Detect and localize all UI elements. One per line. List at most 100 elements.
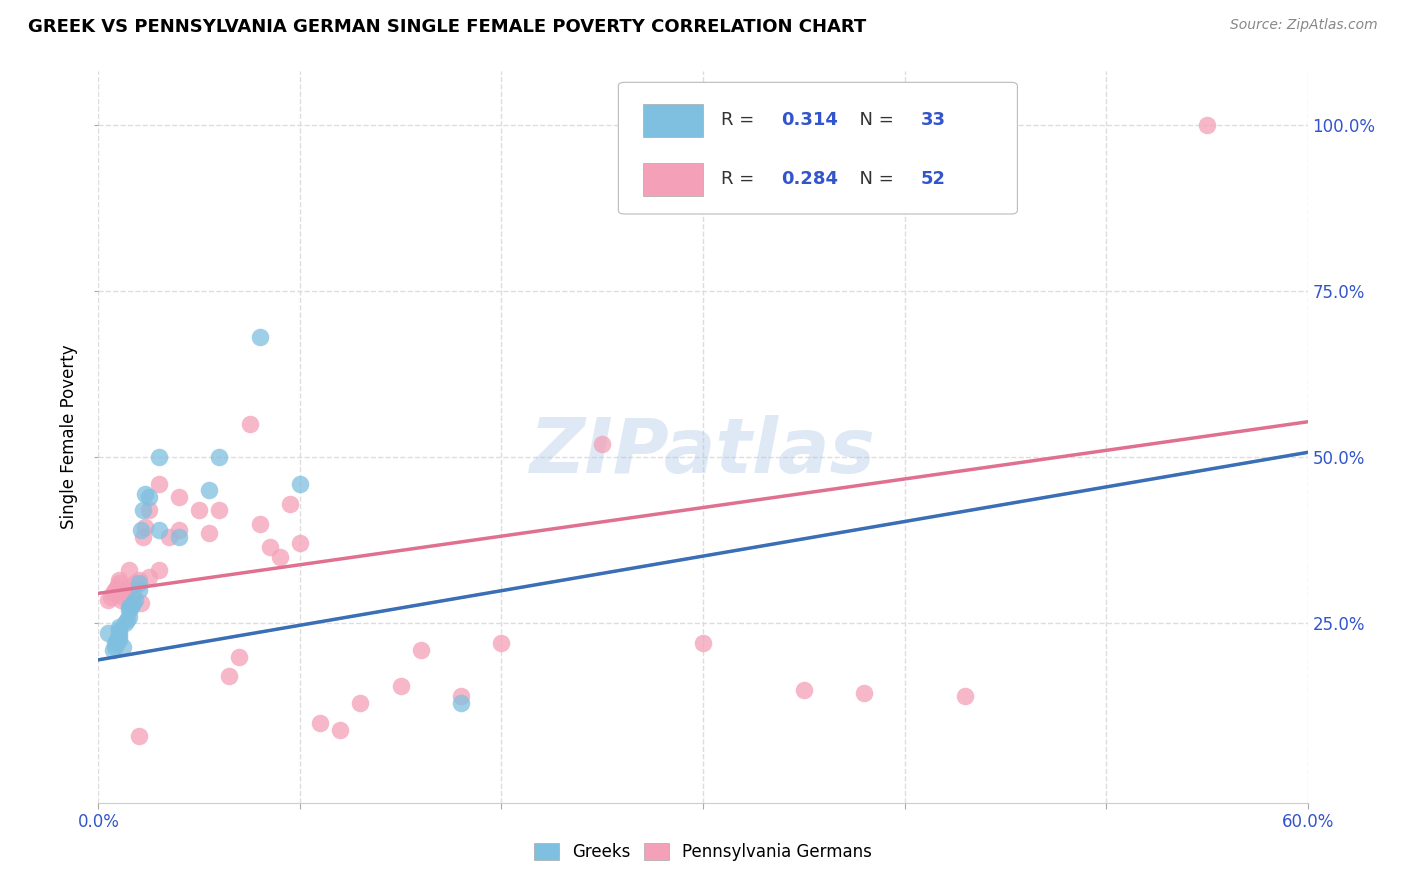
Point: [110, 593, 132, 607]
Point: [118, 603, 141, 617]
Point: [100, 590, 122, 604]
Text: R =: R =: [721, 112, 761, 129]
Point: [129, 596, 152, 610]
Point: [450, 696, 472, 710]
Point: [228, 649, 250, 664]
Point: [278, 497, 301, 511]
Point: [249, 516, 271, 531]
Point: [97, 626, 120, 640]
Point: [101, 643, 124, 657]
Legend: Greeks, Pennsylvania Germans: Greeks, Pennsylvania Germans: [527, 836, 879, 868]
Point: [288, 476, 311, 491]
Text: 0.284: 0.284: [782, 169, 838, 188]
Point: [97, 593, 120, 607]
Point: [107, 632, 129, 647]
Point: [591, 436, 613, 450]
Point: [134, 486, 156, 500]
Point: [128, 573, 150, 587]
Point: [1195, 118, 1218, 132]
Point: [218, 669, 240, 683]
Point: [793, 682, 815, 697]
Point: [188, 503, 211, 517]
Point: [249, 330, 271, 344]
Point: [409, 643, 432, 657]
Point: [101, 586, 124, 600]
Point: [288, 536, 311, 550]
Point: [121, 586, 143, 600]
Point: [138, 503, 160, 517]
Text: N =: N =: [848, 169, 900, 188]
Point: [107, 626, 129, 640]
Point: [132, 503, 155, 517]
Point: [269, 549, 291, 564]
FancyBboxPatch shape: [643, 104, 703, 137]
Point: [491, 636, 513, 650]
Text: R =: R =: [721, 169, 761, 188]
Point: [121, 596, 143, 610]
Point: [208, 450, 231, 464]
Point: [103, 582, 125, 597]
Point: [103, 640, 125, 654]
Point: [118, 563, 141, 577]
Point: [107, 619, 129, 633]
FancyBboxPatch shape: [619, 82, 1018, 214]
Point: [128, 582, 150, 597]
Point: [239, 417, 262, 431]
Text: 0.314: 0.314: [782, 112, 838, 129]
Point: [389, 680, 412, 694]
Text: ZIPatlas: ZIPatlas: [530, 415, 876, 489]
Point: [692, 636, 714, 650]
Point: [132, 530, 155, 544]
Point: [107, 576, 129, 591]
Point: [309, 716, 332, 731]
Point: [124, 576, 146, 591]
Point: [120, 596, 142, 610]
Text: N =: N =: [848, 112, 900, 129]
Point: [103, 636, 125, 650]
Point: [107, 623, 129, 637]
Point: [198, 526, 221, 541]
Point: [138, 570, 160, 584]
Point: [208, 503, 231, 517]
Point: [157, 530, 180, 544]
Text: Source: ZipAtlas.com: Source: ZipAtlas.com: [1230, 18, 1378, 32]
Point: [167, 490, 190, 504]
Point: [329, 723, 352, 737]
Point: [138, 490, 160, 504]
Point: [853, 686, 876, 700]
Point: [105, 632, 128, 647]
Point: [129, 523, 152, 537]
Point: [259, 540, 281, 554]
Point: [148, 563, 170, 577]
Text: 52: 52: [921, 169, 946, 188]
Point: [953, 690, 976, 704]
Point: [118, 609, 141, 624]
FancyBboxPatch shape: [643, 163, 703, 195]
Point: [167, 530, 190, 544]
Point: [450, 690, 472, 704]
Point: [115, 613, 138, 627]
Point: [107, 630, 129, 644]
Point: [148, 476, 170, 491]
Point: [134, 520, 156, 534]
Point: [148, 523, 170, 537]
Text: 33: 33: [921, 112, 946, 129]
Point: [114, 616, 136, 631]
Point: [198, 483, 221, 498]
Point: [118, 580, 141, 594]
Point: [105, 580, 128, 594]
Point: [107, 573, 129, 587]
Text: GREEK VS PENNSYLVANIA GERMAN SINGLE FEMALE POVERTY CORRELATION CHART: GREEK VS PENNSYLVANIA GERMAN SINGLE FEMA…: [28, 18, 866, 36]
Point: [111, 640, 134, 654]
Point: [115, 582, 138, 597]
Point: [111, 590, 134, 604]
Point: [167, 523, 190, 537]
Point: [128, 576, 150, 591]
Y-axis label: Single Female Poverty: Single Female Poverty: [60, 345, 79, 529]
Point: [148, 450, 170, 464]
Point: [349, 696, 371, 710]
Point: [114, 586, 136, 600]
Point: [124, 593, 146, 607]
Point: [118, 599, 141, 614]
Point: [128, 729, 150, 743]
